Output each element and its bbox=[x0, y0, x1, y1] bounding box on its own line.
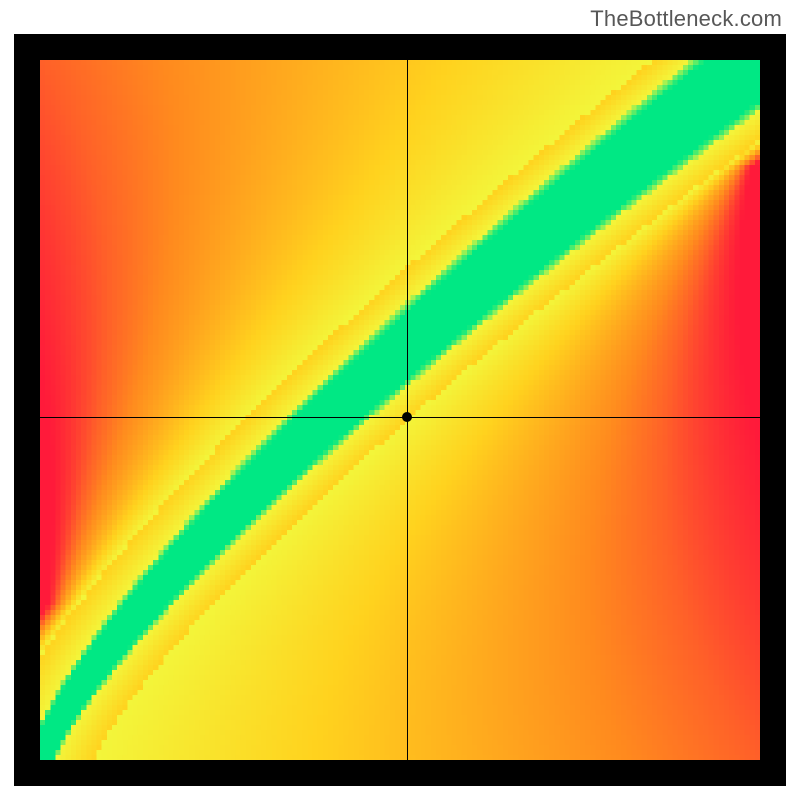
chart-container: TheBottleneck.com bbox=[0, 0, 800, 800]
watermark-text: TheBottleneck.com bbox=[590, 6, 782, 32]
crosshair-horizontal bbox=[40, 417, 760, 418]
crosshair-vertical bbox=[407, 60, 408, 760]
bottleneck-heatmap bbox=[40, 60, 760, 760]
